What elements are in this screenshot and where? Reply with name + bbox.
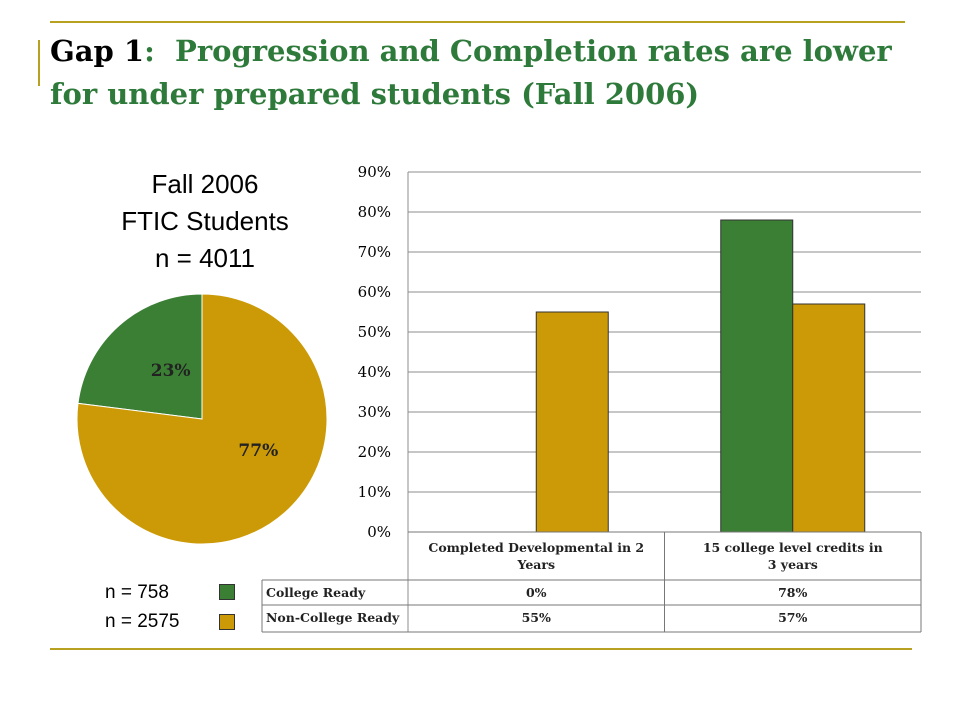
category-label-1-line-0: 15 college level credits in: [703, 540, 883, 555]
y-tick-label-5: 50%: [358, 323, 391, 341]
y-tick-label-0: 0%: [367, 523, 391, 541]
top-rule: [50, 21, 905, 23]
category-label-0-line-1: Years: [516, 557, 555, 572]
title-gap-label: Gap 1: [50, 34, 145, 68]
table-series-label-0: College Ready: [266, 585, 366, 600]
pie-title-line-3: n = 4011: [154, 243, 255, 273]
y-tick-label-3: 30%: [358, 403, 391, 421]
bar-1-0: [535, 311, 609, 533]
pie-slice-label-1: 77%: [238, 441, 278, 461]
table-series-label-1: Non-College Ready: [266, 610, 400, 625]
bar-1-1: [792, 303, 866, 533]
title-text: Progression and Completion rates are low…: [50, 34, 892, 111]
pie-slice-1: [76, 293, 328, 545]
pie-slice-0: [77, 293, 203, 420]
table-value-0-0: 0%: [526, 585, 547, 600]
slide-title: Gap 1: Progression and Completion rates …: [50, 30, 930, 116]
bar-0-1: [720, 219, 794, 533]
y-tick-label-6: 60%: [358, 283, 391, 301]
legend-label-non-college-ready-count: n = 2575: [105, 611, 180, 632]
category-label-0-line-0: Completed Developmental in 2: [428, 540, 644, 555]
pie-title-line-2: FTIC Students: [121, 206, 289, 236]
y-tick-label-1: 10%: [358, 483, 391, 501]
bottom-rule: [50, 648, 912, 650]
pie-title-line-1: Fall 2006: [151, 169, 259, 199]
legend-swatch-green: [219, 584, 235, 600]
pie-slice-label-0: 23%: [151, 361, 191, 381]
category-label-1-line-1: 3 years: [768, 557, 818, 572]
legend-label-college-ready-count: n = 758: [105, 582, 169, 603]
table-value-0-1: 78%: [778, 585, 807, 600]
y-tick-label-4: 40%: [358, 363, 391, 381]
y-tick-label-8: 80%: [358, 203, 391, 221]
legend-swatch-gold: [219, 614, 235, 630]
table-value-1-1: 57%: [778, 610, 807, 625]
pie-title: Fall 2006 FTIC Students n = 4011: [95, 166, 315, 277]
y-tick-label-7: 70%: [358, 243, 391, 261]
y-tick-label-2: 20%: [358, 443, 391, 461]
title-colon: :: [144, 34, 155, 68]
y-tick-label-9: 90%: [358, 163, 391, 181]
table-value-1-0: 55%: [522, 610, 551, 625]
left-rule: [38, 40, 40, 86]
